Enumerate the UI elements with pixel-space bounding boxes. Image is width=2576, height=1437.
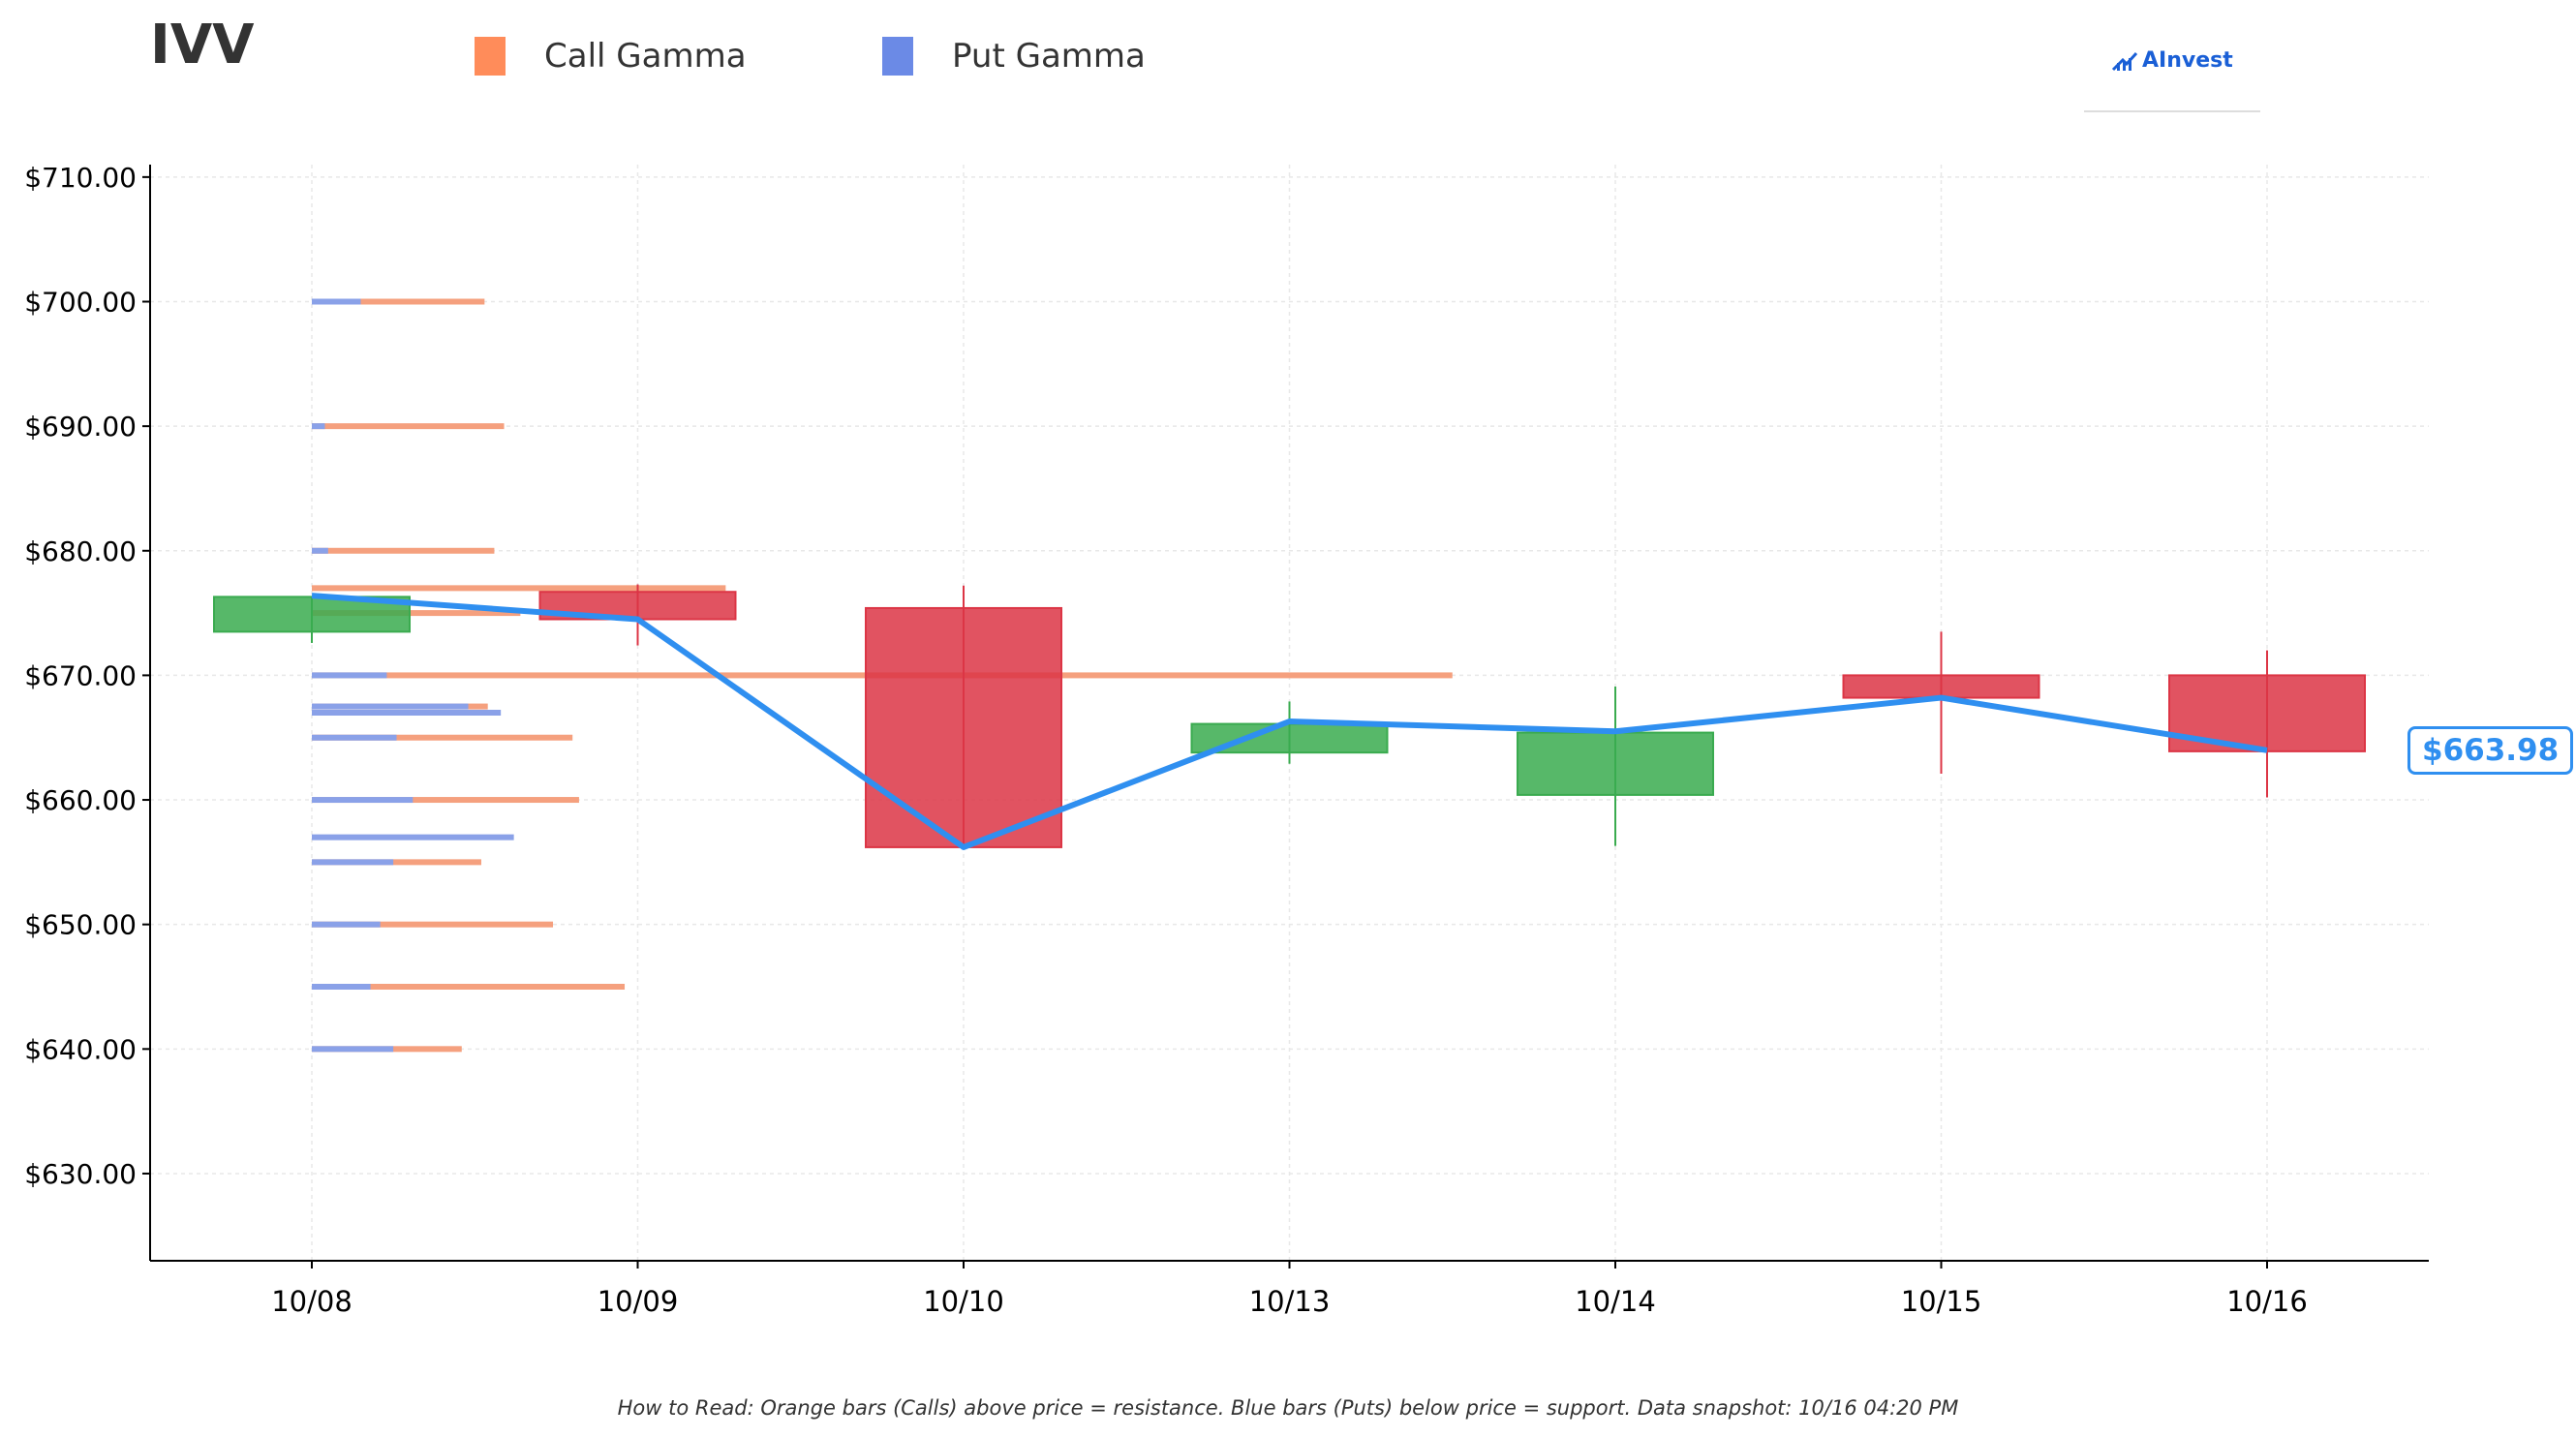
put-swatch-icon xyxy=(882,37,913,76)
put-gamma-bar xyxy=(312,859,394,866)
current-price-badge: $663.98 xyxy=(2407,726,2574,775)
how-to-read-footnote: How to Read: Orange bars (Calls) above p… xyxy=(617,1396,1959,1420)
call-gamma-bar xyxy=(312,859,481,866)
call-gamma-bar xyxy=(312,585,726,592)
call-swatch-icon xyxy=(475,37,506,76)
y-tick-label: $650.00 xyxy=(24,909,137,941)
aninvest-logo: AInvest xyxy=(2111,48,2233,73)
legend-call-label: Call Gamma xyxy=(544,37,747,76)
x-tick-label: 10/16 xyxy=(2226,1285,2308,1318)
x-tick-label: 10/10 xyxy=(923,1285,1004,1318)
put-gamma-bar xyxy=(312,672,387,679)
y-tick-label: $630.00 xyxy=(24,1158,137,1190)
close-price-line xyxy=(311,593,2268,850)
legend-put-label: Put Gamma xyxy=(952,37,1146,76)
call-gamma-bar xyxy=(312,610,521,617)
x-tick-label: 10/14 xyxy=(1575,1285,1656,1318)
gamma-candlestick-chart: $630.00 $640.00 $650.00 $660.00 $670.00 $680.… xyxy=(24,162,2429,1318)
call-gamma-bar xyxy=(312,921,554,928)
x-tick-label: 10/15 xyxy=(1901,1285,1982,1318)
put-gamma-bar xyxy=(312,710,502,716)
put-gamma-bar xyxy=(312,547,328,554)
put-gamma-bar xyxy=(312,834,514,841)
call-gamma-bar xyxy=(312,547,495,554)
legend-call: Call Gamma xyxy=(475,37,747,76)
y-tick-label: $680.00 xyxy=(24,535,137,567)
legend-put: Put Gamma xyxy=(882,37,1146,76)
call-gamma-bar xyxy=(312,797,579,804)
y-tick-label: $700.00 xyxy=(24,287,137,319)
logo-text: AInvest xyxy=(2142,48,2233,73)
put-gamma-bar xyxy=(312,1046,394,1053)
put-gamma-bar xyxy=(312,797,414,804)
candle-body xyxy=(865,606,1062,848)
put-gamma-bar xyxy=(312,703,469,710)
ticker-title: IVV xyxy=(150,14,255,76)
call-gamma-bar xyxy=(312,984,626,990)
x-tick-label: 10/09 xyxy=(598,1285,679,1318)
put-gamma-bar xyxy=(312,984,371,990)
y-tick-label: $690.00 xyxy=(24,411,137,443)
call-gamma-bar xyxy=(312,734,573,741)
logo-chart-icon xyxy=(2111,51,2138,71)
y-tick-label: $660.00 xyxy=(24,784,137,816)
put-gamma-bar xyxy=(312,921,381,928)
y-tick-label: $710.00 xyxy=(24,162,137,194)
call-gamma-bar xyxy=(312,423,505,430)
y-tick-label: $640.00 xyxy=(24,1033,137,1065)
logo-divider xyxy=(2084,110,2260,112)
x-tick-label: 10/13 xyxy=(1249,1285,1331,1318)
x-tick-label: 10/08 xyxy=(271,1285,353,1318)
candle-body xyxy=(1842,674,2040,699)
put-gamma-bar xyxy=(312,734,397,741)
call-gamma-bar xyxy=(312,298,485,305)
put-gamma-bar xyxy=(312,423,325,430)
y-tick-label: $670.00 xyxy=(24,659,137,691)
candle-body xyxy=(1517,731,1714,796)
put-gamma-bar xyxy=(312,298,361,305)
